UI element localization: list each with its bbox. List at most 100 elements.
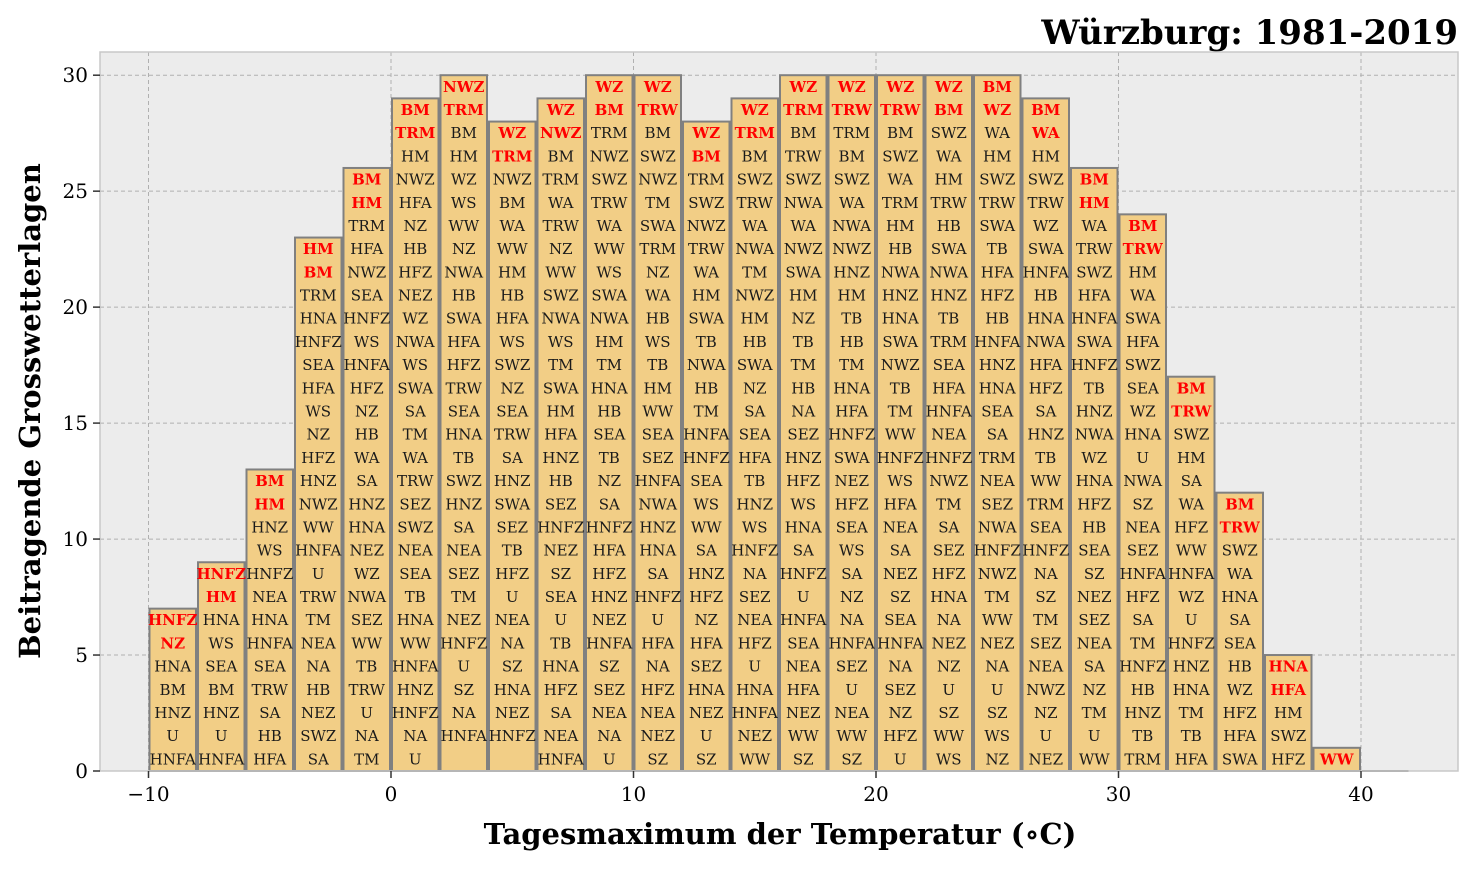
bar-12-label-14: SEA — [739, 426, 771, 444]
bar-2-label-9: TRW — [252, 681, 289, 699]
bar-9-label-2: TRM — [591, 124, 628, 142]
y-axis-label: Beitragende Grosswetterlagen — [13, 163, 47, 659]
bar-5-label-18: SWZ — [397, 518, 433, 536]
bar-8-label-10: WS — [548, 333, 574, 351]
bar-15-label-17: WS — [887, 472, 913, 490]
bar-8-label-28: HNFA — [538, 750, 584, 768]
bar-4-label-4: NWZ — [347, 263, 386, 281]
bar-15-label-22: SZ — [890, 588, 911, 606]
bar-10-label-16: SEZ — [642, 449, 674, 467]
bar-2-label-4: HNFZ — [246, 565, 293, 583]
bar-10-label-9: WA — [645, 287, 671, 305]
bar-8-label-26: SA — [550, 704, 571, 722]
bar-6-label-23: NEZ — [447, 611, 482, 629]
bar-13-label-18: WS — [790, 495, 816, 513]
bar-1-label-4: SEA — [205, 658, 237, 676]
bar-18-label-23: SEZ — [1030, 634, 1062, 652]
bar-16-label-23: NA — [937, 611, 961, 629]
bar-5-label-21: TB — [405, 588, 426, 606]
bar-2-label-8: SEA — [254, 658, 286, 676]
bar-15-label-21: NEZ — [883, 565, 918, 583]
bar-17-label-15: SA — [987, 426, 1008, 444]
bar-15-label-12: NWZ — [881, 356, 920, 374]
bar-22 — [1215, 491, 1264, 772]
bar-9-label-25: SZ — [599, 658, 620, 676]
bar-16-label-21: HFZ — [932, 565, 966, 583]
bar-19-label-12: WZ — [1081, 449, 1107, 467]
bar-11-label-15: SEA — [690, 472, 722, 490]
bar-6-label-2: BM — [451, 124, 477, 142]
bar-8-label-23: TB — [550, 634, 571, 652]
bar-1-label-8: HNFA — [198, 750, 244, 768]
bar-7-label-9: WS — [499, 333, 525, 351]
bar-7-label-11: NZ — [500, 379, 524, 397]
bar-16-label-11: TRM — [930, 333, 967, 351]
bar-16-label-1: BM — [934, 101, 963, 119]
bar-23-label-4: HFZ — [1271, 750, 1305, 768]
bar-14-label-9: HM — [838, 287, 866, 305]
bar-17-label-8: HFA — [981, 263, 1014, 281]
bar-12-label-11: SWA — [737, 356, 773, 374]
bar-7-label-6: HM — [498, 263, 526, 281]
bar-0-label-6: HNFA — [150, 750, 196, 768]
bar-9-label-17: NZ — [597, 472, 621, 490]
bar-19 — [1070, 166, 1119, 773]
bar-18-label-20: NA — [1034, 565, 1058, 583]
bar-5-label-9: WZ — [402, 310, 428, 328]
bar-12-label-26: HNFA — [732, 704, 778, 722]
bar-18-label-27: U — [1039, 727, 1052, 745]
bar-13-label-11: TB — [793, 333, 814, 351]
bar-14-label-23: NA — [840, 611, 864, 629]
bar-12-label-27: NEZ — [738, 727, 773, 745]
bar-19-label-5: HFA — [1078, 287, 1111, 305]
bar-11-label-23: SEZ — [690, 658, 722, 676]
bar-9-label-10: NWA — [590, 310, 629, 328]
bar-15-label-13: TB — [890, 379, 911, 397]
bar-20-label-4: SWA — [1125, 310, 1161, 328]
bar-21-label-4: SA — [1181, 472, 1202, 490]
x-tick-label-3: 20 — [863, 782, 888, 806]
bar-7-label-22: NA — [500, 634, 524, 652]
bar-17-label-14: SEA — [981, 403, 1013, 421]
bar-5-label-5: NZ — [403, 217, 427, 235]
bar-6-label-15: HNA — [445, 426, 482, 444]
bar-15-label-15: WW — [885, 426, 916, 444]
bar-16 — [924, 74, 973, 773]
bar-6-label-19: SA — [453, 518, 474, 536]
bar-6-label-21: SEZ — [448, 565, 480, 583]
bar-10-label-18: NWA — [638, 495, 677, 513]
bar-12-label-2: BM — [742, 147, 768, 165]
bar-7-label-25: NEZ — [495, 704, 530, 722]
bar-10-label-20: HNA — [639, 542, 676, 560]
bar-10-label-17: HNFA — [635, 472, 681, 490]
bar-10-label-24: HFA — [641, 634, 674, 652]
bar-17-label-27: SZ — [987, 704, 1008, 722]
bar-13-label-19: HNA — [785, 518, 822, 536]
bar-9-label-6: WA — [596, 217, 622, 235]
bar-20-label-22: TB — [1132, 727, 1153, 745]
bar-21-label-5: WA — [1178, 495, 1204, 513]
bar-11-label-3: SWZ — [688, 194, 724, 212]
bar-8-label-2: BM — [548, 147, 574, 165]
bar-9-label-4: SWZ — [591, 171, 627, 189]
bar-8-label-12: SWA — [543, 379, 579, 397]
bar-12-label-4: TRW — [737, 194, 774, 212]
bar-4-label-25: TM — [354, 750, 379, 768]
bar-14-label-2: TRM — [833, 124, 870, 142]
bar-10-label-28: NEZ — [641, 727, 676, 745]
bar-17-label-2: WA — [984, 124, 1010, 142]
bar-10-label-22: HNFZ — [634, 588, 681, 606]
bar-2-label-6: HNA — [251, 611, 288, 629]
bar-13-label-12: TM — [791, 356, 816, 374]
bar-15-label-14: TM — [888, 403, 913, 421]
bar-13-label-26: HFA — [787, 681, 820, 699]
bar-19-label-11: NWA — [1075, 426, 1114, 444]
bar-4-label-20: WW — [351, 634, 382, 652]
bar-16-label-8: NWA — [929, 263, 968, 281]
bar-3-label-12: WW — [303, 518, 334, 536]
bar-2-label-1: HM — [254, 495, 285, 513]
bar-14-label-18: HFZ — [835, 495, 869, 513]
bar-16-label-6: HB — [937, 217, 961, 235]
chart-title: Würzburg: 1981-2019 — [1040, 13, 1458, 53]
bar-16-label-18: TM — [936, 495, 961, 513]
